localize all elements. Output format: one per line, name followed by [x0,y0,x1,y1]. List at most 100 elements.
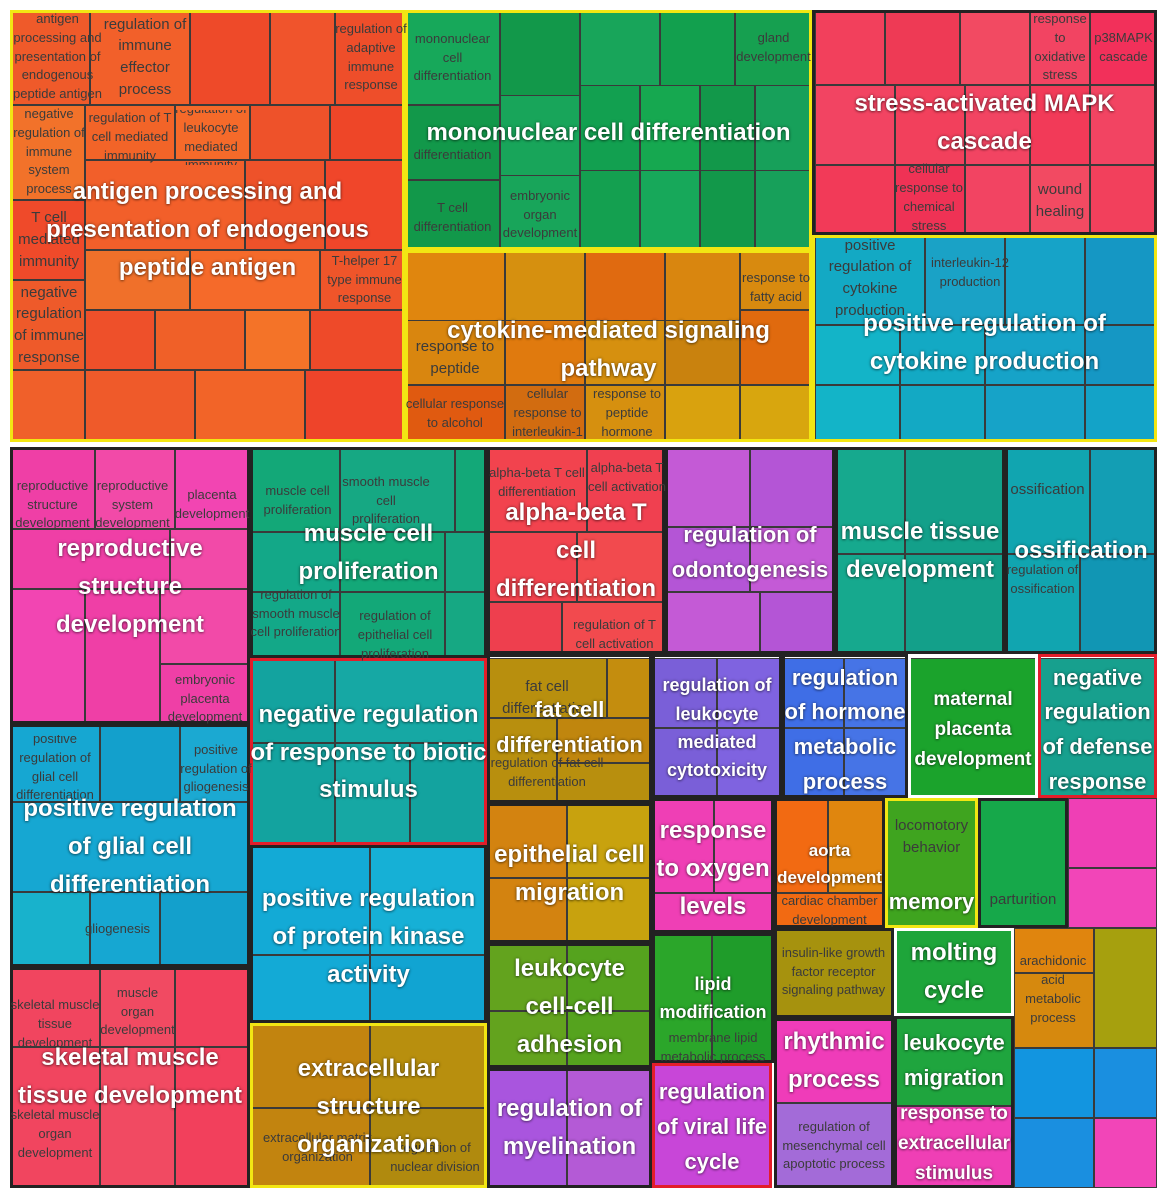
treemap-cell [908,658,1038,798]
treemap-cell [85,589,160,724]
treemap-cell [774,928,894,1018]
treemap-cell [90,892,160,967]
treemap-cell [487,718,557,803]
treemap-cell [760,592,835,654]
treemap-cell [85,250,190,310]
treemap-cell [500,175,580,250]
treemap-cell [965,165,1030,235]
treemap-cell [985,325,1085,385]
treemap-cell [1080,554,1157,654]
treemap-cell [100,724,180,802]
treemap-cell [505,250,585,330]
treemap-cell [774,798,828,893]
treemap-cell [844,658,908,728]
treemap-cell [750,447,835,527]
treemap-cell [665,250,740,330]
treemap-cell [585,385,665,442]
treemap-cell [740,310,812,385]
treemap-cell [10,200,85,280]
treemap-cell [652,658,717,728]
treemap-cell [405,10,500,105]
treemap-cell [1014,928,1094,973]
treemap-cell [835,554,905,654]
treemap-cell [487,943,567,1011]
treemap-cell [895,165,965,235]
treemap-cell [340,532,445,592]
treemap-cell [607,658,652,718]
treemap-cell [487,532,577,602]
treemap-cell [740,250,812,310]
treemap-cell [740,385,812,442]
treemap-cell [960,10,1030,85]
treemap-cell [100,1047,175,1187]
treemap-cell [10,802,250,892]
treemap-cell [894,1016,1014,1106]
treemap-cell [1090,165,1157,235]
treemap-cell [895,85,965,165]
treemap-cell [405,105,500,180]
treemap-cell [714,798,774,893]
treemap-cell [175,447,250,529]
treemap-cell [774,1103,894,1188]
treemap-cell [445,592,487,658]
treemap-cell [330,105,405,160]
treemap-cell [1005,447,1090,554]
treemap-cell [487,878,567,943]
treemap-cell [844,728,908,798]
treemap-cell [190,250,320,310]
treemap-cell [335,10,405,105]
treemap-cell [665,527,750,592]
treemap-cell [405,250,505,330]
treemap-cell [665,592,760,654]
treemap-cell [155,310,245,370]
treemap-cell [885,10,960,85]
treemap-cell [567,1011,652,1068]
treemap-cell [405,180,500,250]
treemap-cell [577,532,665,602]
treemap-cell [250,743,335,845]
treemap-cell [10,105,85,200]
treemap-cell [10,370,85,440]
treemap-cell [665,447,750,527]
treemap-cell [815,235,925,325]
treemap-cell [250,955,370,1023]
treemap-cell [815,10,885,85]
treemap-cell [828,798,885,893]
treemap-cell [500,10,580,105]
treemap-cell [905,447,1005,554]
treemap-cell [250,532,340,592]
treemap-cell [370,1108,485,1188]
treemap-cell [100,967,175,1047]
treemap-cell [562,602,665,654]
treemap-cell [585,320,665,385]
treemap-cell [250,105,330,160]
treemap-cell [1094,1118,1157,1188]
treemap-cell [1068,868,1157,928]
treemap-cell [567,878,652,943]
treemap-cell [505,385,585,442]
treemap-cell [370,955,485,1023]
treemap-cell [305,370,405,440]
treemap-cell [445,532,487,592]
treemap-cell [815,85,895,165]
treemap-cell [160,892,250,967]
treemap-cell [652,798,714,893]
treemap-cell [1085,235,1157,325]
treemap-cell [455,447,487,532]
treemap-cell [774,893,885,928]
treemap-cell [487,1068,567,1188]
treemap-cell [567,943,652,1011]
treemap-cell [815,325,900,385]
treemap-cell [815,165,895,235]
treemap-cell [95,447,175,529]
treemap-cell [894,1106,1014,1188]
treemap-cell [1030,85,1090,165]
treemap-cell [10,892,90,967]
treemap-cell [652,933,712,1063]
treemap-cell [487,1011,567,1068]
treemap-cell [1094,928,1157,1048]
treemap-cell [585,250,665,330]
treemap-cell [835,447,905,554]
